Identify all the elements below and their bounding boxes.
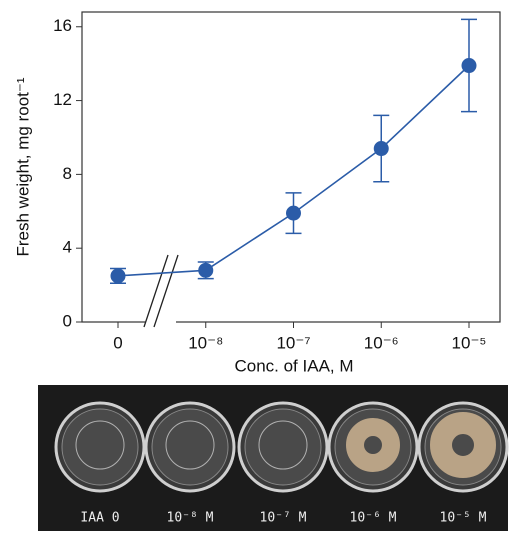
- y-tick-label: 8: [63, 164, 72, 183]
- petri-dish-inner: [152, 409, 228, 485]
- data-point: [198, 263, 213, 278]
- axis-break: [144, 250, 178, 330]
- x-tick-label: 10⁻⁵: [452, 333, 487, 352]
- photo-label: IAA 0: [80, 511, 119, 526]
- x-tick-label: 10⁻⁸: [188, 333, 223, 352]
- data-point: [286, 206, 301, 221]
- figure: Fresh weight, mg root⁻¹ Conc. of IAA, M …: [0, 0, 517, 534]
- y-tick-label: 12: [53, 90, 72, 109]
- petri-dish-inner: [245, 409, 321, 485]
- y-tick-label: 16: [53, 16, 72, 35]
- x-tick-label: 10⁻⁶: [364, 333, 399, 352]
- data-line: [118, 66, 469, 276]
- data-point: [462, 58, 477, 73]
- data-point: [374, 141, 389, 156]
- photo-label: 10⁻⁷ M: [260, 511, 307, 526]
- petri-dish-inner: [62, 409, 138, 485]
- y-tick-label: 0: [63, 311, 72, 330]
- photo-label: 10⁻⁸ M: [167, 511, 214, 526]
- y-tick-label: 4: [63, 238, 72, 257]
- plot-frame: [82, 12, 500, 322]
- x-axis-label: Conc. of IAA, M: [234, 356, 353, 375]
- photo-label: 10⁻⁵ M: [440, 511, 487, 526]
- photo-label: 10⁻⁶ M: [350, 511, 397, 526]
- data-point: [111, 268, 126, 283]
- y-axis-label: Fresh weight, mg root⁻¹: [13, 77, 32, 256]
- x-tick-label: 10⁻⁷: [276, 333, 310, 352]
- x-tick-label: 0: [113, 333, 122, 352]
